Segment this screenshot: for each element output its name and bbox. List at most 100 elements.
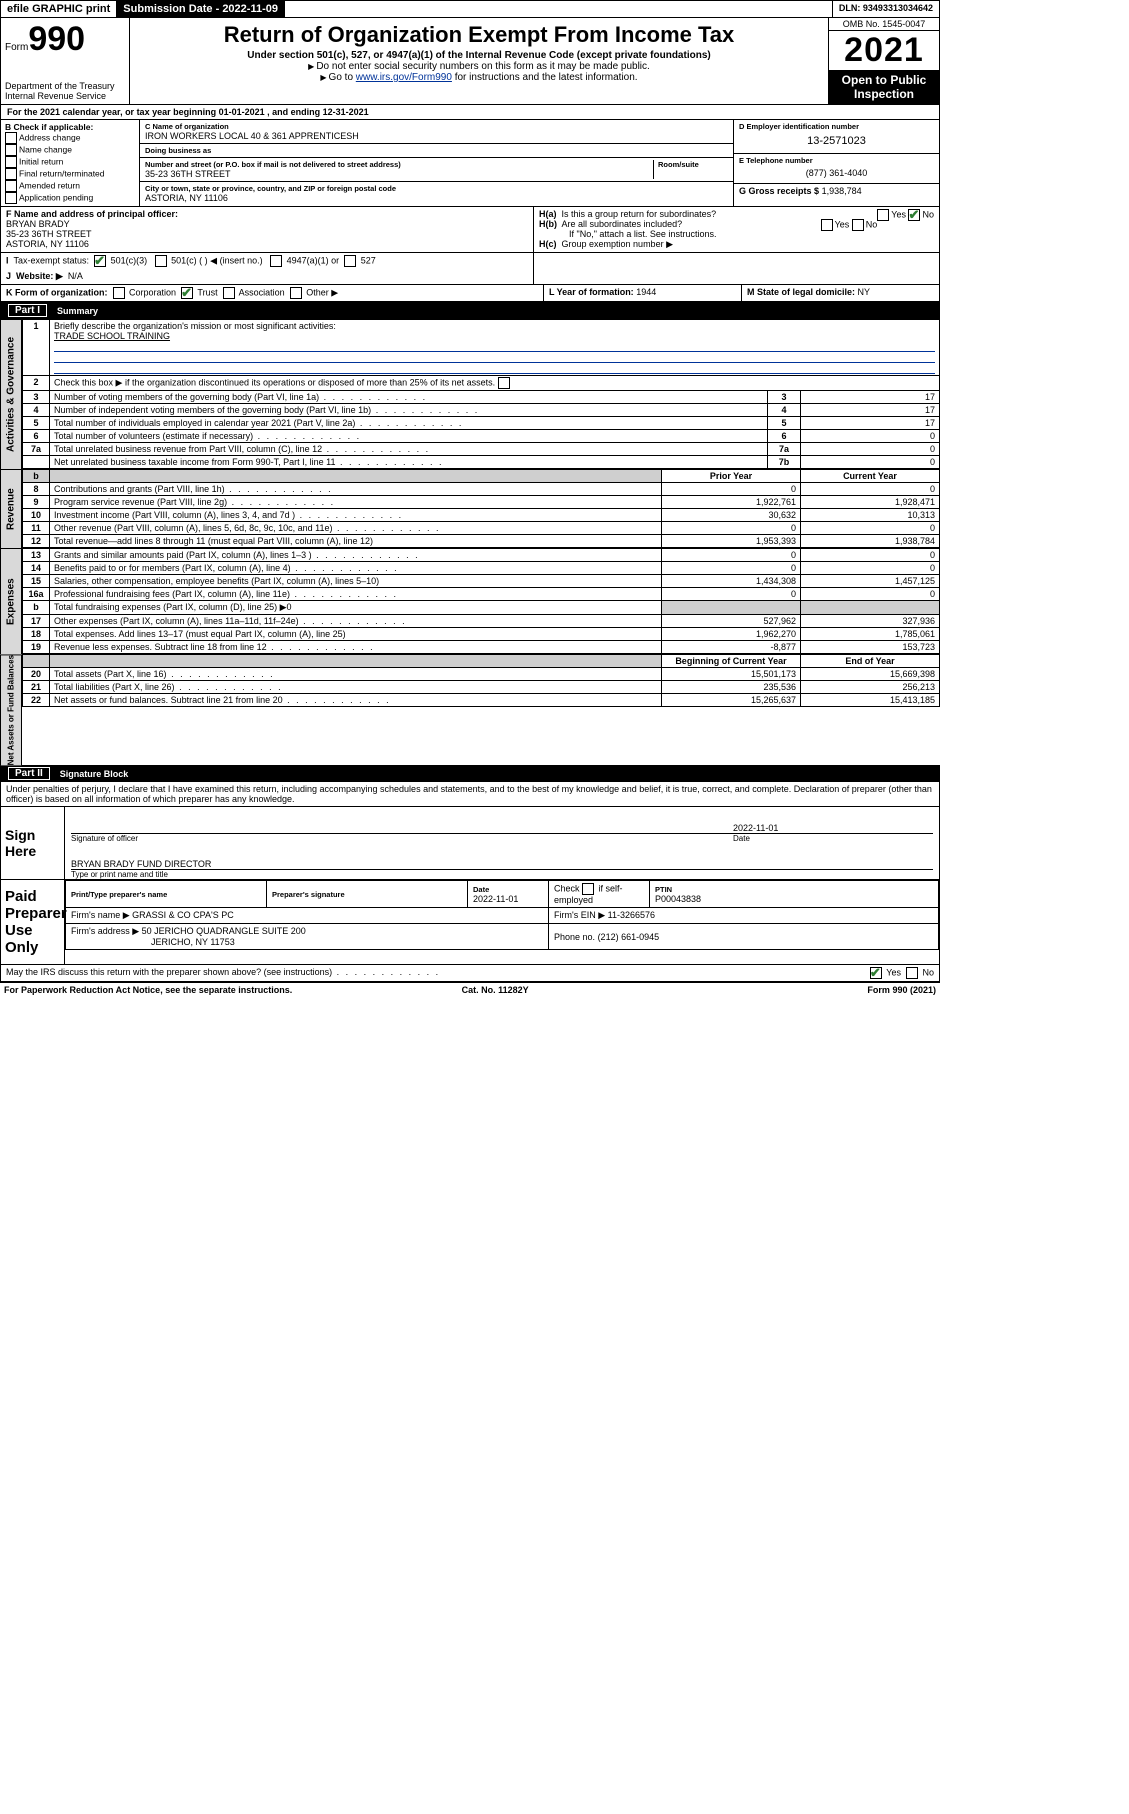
chk-address[interactable] <box>5 132 17 144</box>
goto-post: for instructions and the latest informat… <box>452 72 638 83</box>
chk-initial[interactable] <box>5 156 17 168</box>
hdr-curr: Current Year <box>801 470 940 483</box>
na-table: Beginning of Current YearEnd of Year 20T… <box>22 654 940 707</box>
ag-row-7a: 7aTotal unrelated business revenue from … <box>23 443 940 456</box>
goto-note: Go to www.irs.gov/Form990 for instructio… <box>138 72 820 83</box>
discuss-no[interactable] <box>906 967 918 979</box>
k-assoc[interactable] <box>223 287 235 299</box>
exp-15: 15Salaries, other compensation, employee… <box>23 575 940 588</box>
l-lbl: L Year of formation: <box>549 287 634 297</box>
ag-row-5: 5Total number of individuals employed in… <box>23 417 940 430</box>
discuss-yes[interactable] <box>870 967 882 979</box>
ha-no[interactable] <box>908 209 920 221</box>
org-street: 35-23 36TH STREET <box>145 169 649 179</box>
b-opt-3: Final return/terminated <box>19 168 105 178</box>
m-val: NY <box>858 287 871 297</box>
discuss-row: May the IRS discuss this return with the… <box>1 964 939 981</box>
c-dba-lbl: Doing business as <box>145 146 728 155</box>
firm-addr1: 50 JERICHO QUADRANGLE SUITE 200 <box>142 926 306 936</box>
rev-hdr-d <box>50 470 662 483</box>
lm-row: L Year of formation: 1944 M State of leg… <box>544 285 939 301</box>
footer-mid: Cat. No. 11282Y <box>462 985 529 995</box>
discuss-text: May the IRS discuss this return with the… <box>6 967 440 979</box>
prep-h3: Date <box>473 885 543 894</box>
h-c-text: Group exemption number ▶ <box>562 239 673 249</box>
form-title: Return of Organization Exempt From Incom… <box>138 22 820 48</box>
open-line2: Inspection <box>854 87 914 101</box>
prep-h2: Preparer's signature <box>272 890 462 899</box>
i-501c3[interactable] <box>94 255 106 267</box>
c-city-lbl: City or town, state or province, country… <box>145 184 728 193</box>
form-number: Form990 <box>5 20 125 59</box>
exp-17: 17Other expenses (Part IX, column (A), l… <box>23 615 940 628</box>
q2-chk[interactable] <box>498 377 510 389</box>
i-lbl: Tax-exempt status: <box>14 255 90 265</box>
ptin-val: P00043838 <box>655 894 701 904</box>
h-a: H(a) Is this a group return for subordin… <box>539 209 934 219</box>
h-c: H(c) Group exemption number ▶ <box>539 239 934 250</box>
na-22: 22Net assets or fund balances. Subtract … <box>23 694 940 707</box>
k-o1: Corporation <box>129 287 176 297</box>
k-trust[interactable] <box>181 287 193 299</box>
na-21: 21Total liabilities (Part X, line 26)235… <box>23 681 940 694</box>
j-lbl: Website: ▶ <box>16 271 63 281</box>
part1-title: Summary <box>57 306 98 316</box>
chk-pending[interactable] <box>5 192 17 204</box>
f-block: F Name and address of principal officer:… <box>1 207 534 252</box>
officer-name: BRYAN BRADY <box>6 219 70 229</box>
k-row: K Form of organization: Corporation Trus… <box>1 285 544 301</box>
g-row: G Gross receipts $ 1,938,784 <box>734 184 939 198</box>
hdr-prior: Prior Year <box>662 470 801 483</box>
open-public: Open to Public Inspection <box>829 70 939 104</box>
prep-date: 2022-11-01 <box>473 894 518 904</box>
k-other[interactable] <box>290 287 302 299</box>
chk-amended[interactable] <box>5 180 17 192</box>
i-501c[interactable] <box>155 255 167 267</box>
h-b: H(b) Are all subordinates included? Yes … <box>539 219 934 229</box>
preparer-table: Print/Type preparer's name Preparer's si… <box>65 880 939 950</box>
vlabel-ag: Activities & Governance <box>0 319 22 469</box>
c-name-row: C Name of organization IRON WORKERS LOCA… <box>140 120 733 144</box>
officer-addr1: 35-23 36TH STREET <box>6 229 92 239</box>
paid-preparer-label: Paid Preparer Use Only <box>1 880 65 964</box>
hb-no[interactable] <box>852 219 864 231</box>
c-name-lbl: C Name of organization <box>145 122 728 131</box>
rev-hdr-n: b <box>23 470 50 483</box>
chk-name[interactable] <box>5 144 17 156</box>
c-city-row: City or town, state or province, country… <box>140 182 733 205</box>
ha-yes[interactable] <box>877 209 889 221</box>
i-o1: 501(c)(3) <box>111 255 148 265</box>
rule3 <box>54 363 935 374</box>
rev-10: 10Investment income (Part VIII, column (… <box>23 509 940 522</box>
rev-table: bPrior YearCurrent Year 8Contributions a… <box>22 469 940 548</box>
k-o2: Trust <box>197 287 217 297</box>
exp-16b: bTotal fundraising expenses (Part IX, co… <box>23 601 940 615</box>
hb-yes[interactable] <box>821 219 833 231</box>
officer-name-title: BRYAN BRADY FUND DIRECTOR <box>71 859 211 869</box>
org-name: IRON WORKERS LOCAL 40 & 361 APPRENTICESH <box>145 131 728 141</box>
self-employed-chk[interactable] <box>582 883 594 895</box>
i-4947[interactable] <box>270 255 282 267</box>
part2-bar: Part II Signature Block <box>0 765 940 782</box>
exp-table: 13Grants and similar amounts paid (Part … <box>22 548 940 654</box>
discuss-yes-l: Yes <box>886 968 901 978</box>
chk-final[interactable] <box>5 168 17 180</box>
footer-right: Form 990 (2021) <box>867 985 936 995</box>
d-lbl: D Employer identification number <box>739 122 934 131</box>
l-val: 1944 <box>636 287 656 297</box>
i-527[interactable] <box>344 255 356 267</box>
k-corp[interactable] <box>113 287 125 299</box>
officer-sig-line[interactable]: 2022-11-01 <box>71 809 933 834</box>
ag-row-4: 4Number of independent voting members of… <box>23 404 940 417</box>
ij-right-pad <box>534 253 939 284</box>
ag-row-3: 3Number of voting members of the governi… <box>23 391 940 404</box>
block-i-j: I Tax-exempt status: 501(c)(3) 501(c) ( … <box>0 253 940 285</box>
k-lbl: K Form of organization: <box>6 287 108 297</box>
prep-h4a: Check <box>554 884 580 894</box>
name-title-line: BRYAN BRADY FUND DIRECTOR <box>71 845 933 870</box>
footer-left: For Paperwork Reduction Act Notice, see … <box>4 985 292 995</box>
firm-name-lbl: Firm's name ▶ <box>71 910 130 920</box>
na-20: 20Total assets (Part X, line 16)15,501,1… <box>23 668 940 681</box>
form990-link[interactable]: www.irs.gov/Form990 <box>356 72 452 83</box>
rule2 <box>54 352 935 363</box>
